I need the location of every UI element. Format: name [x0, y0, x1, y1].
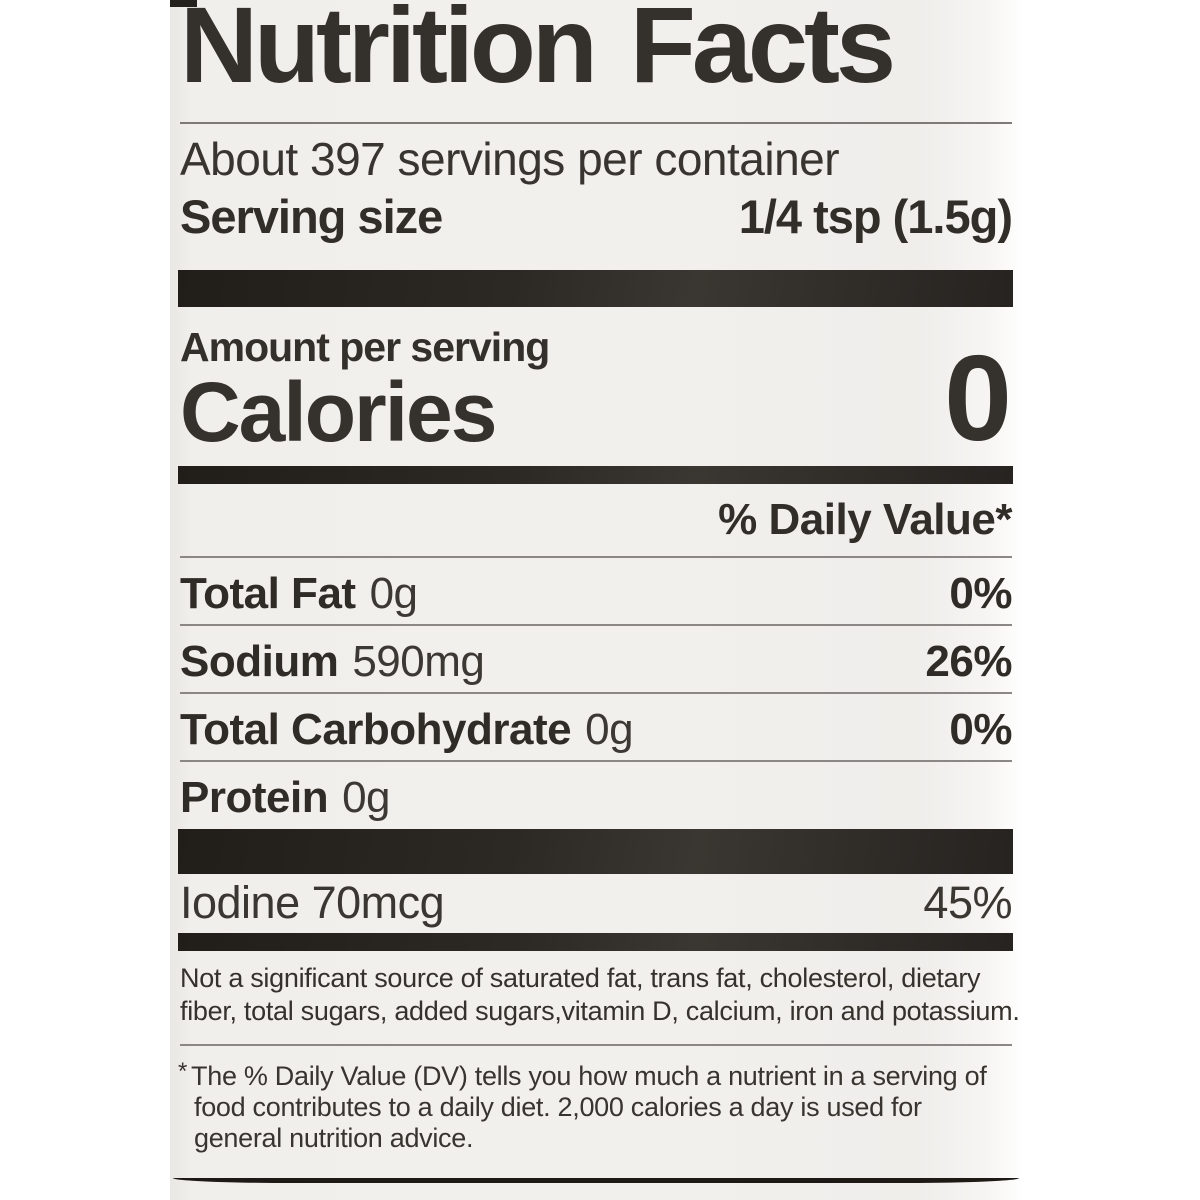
amount-per-serving-label: Amount per serving [180, 324, 550, 370]
label-title: Nutrition Facts [180, 0, 896, 105]
nutrient-amount: 70mcg [311, 877, 445, 928]
nutrition-facts-label: Nutrition Facts About 397 servings per c… [170, 0, 1023, 1200]
nutrient-name-and-amount: Iodine 70mcg [180, 877, 445, 929]
daily-value-header: % Daily Value* [718, 495, 1012, 544]
nutrient-daily-value: 0% [949, 569, 1012, 618]
calories-value: 0 [944, 330, 1012, 466]
top-cropped-bar-fragment [170, 0, 197, 7]
not-significant-source-note: Not a significant source of saturated fa… [180, 962, 1020, 1028]
nutrient-name-and-amount: Total Fat 0g [180, 569, 418, 619]
nutrient-row-total-fat: Total Fat 0g 0% [180, 558, 1012, 626]
nutrient-row-protein: Protein 0g [180, 762, 1012, 830]
nutrient-daily-value: 26% [925, 637, 1012, 686]
note-line-2: fiber, total sugars, added sugars,vitami… [180, 996, 1020, 1026]
calories-row: Calories 0 [180, 337, 1012, 467]
nutrient-name-and-amount: Total Carbohydrate 0g [180, 705, 634, 755]
footnote-line-1: * The % Daily Value (DV) tells you how mu… [178, 1056, 987, 1092]
nutrient-row-iodine: Iodine 70mcg 45% [180, 877, 1012, 929]
nutrient-daily-value: 0% [949, 705, 1012, 754]
label-bottom-border-line [173, 1178, 1019, 1183]
serving-size-label: Serving size [180, 190, 443, 243]
nutrient-row-total-carbohydrate: Total Carbohydrate 0g 0% [180, 694, 1012, 762]
serving-size-value: 1/4 tsp (1.5g) [738, 190, 1013, 243]
asterisk-marker: * [178, 1058, 188, 1085]
note-line-1: Not a significant source of saturated fa… [180, 963, 981, 993]
nutrient-name-and-amount: Sodium 590mg [180, 637, 485, 687]
daily-value-divider-rule [180, 556, 1012, 558]
medium-separator-bar-iodine [178, 933, 1013, 951]
nutrient-amount: 0g [369, 569, 418, 618]
nutrient-name: Iodine [180, 877, 300, 928]
nutrient-row-sodium: Sodium 590mg 26% [180, 626, 1012, 694]
nutrient-name-and-amount: Protein 0g [180, 773, 391, 823]
calories-label: Calories [180, 365, 497, 459]
medium-separator-bar-calories [178, 466, 1013, 484]
thick-separator-bar-top [178, 270, 1013, 307]
nutrient-name: Total Carbohydrate [180, 705, 572, 754]
nutrient-name: Sodium [180, 637, 339, 686]
title-divider-rule [180, 122, 1012, 124]
footnote-line-2: food contributes to a daily diet. 2,000 … [194, 1092, 922, 1122]
nutrient-name: Total Fat [180, 569, 356, 618]
nutrient-amount: 0g [342, 773, 391, 822]
nutrient-rows: Total Fat 0g 0% Sodium 590mg 26% Total Car… [180, 558, 1012, 830]
footnote-divider-rule [180, 1044, 1012, 1046]
nutrient-amount: 0g [585, 705, 634, 754]
daily-value-footnote: * The % Daily Value (DV) tells you how mu… [178, 1056, 987, 1154]
nutrient-daily-value: 45% [923, 877, 1012, 928]
nutrient-name: Protein [180, 773, 329, 822]
footnote-line-3: general nutrition advice. [194, 1123, 474, 1153]
serving-size-row: Serving size 1/4 tsp (1.5g) [180, 190, 1013, 244]
thick-separator-bar-vitamins [178, 829, 1013, 874]
footnote-line-1-text: The % Daily Value (DV) tells you how muc… [191, 1061, 987, 1091]
nutrient-amount: 590mg [352, 637, 485, 686]
servings-per-container: About 397 servings per container [180, 133, 840, 185]
